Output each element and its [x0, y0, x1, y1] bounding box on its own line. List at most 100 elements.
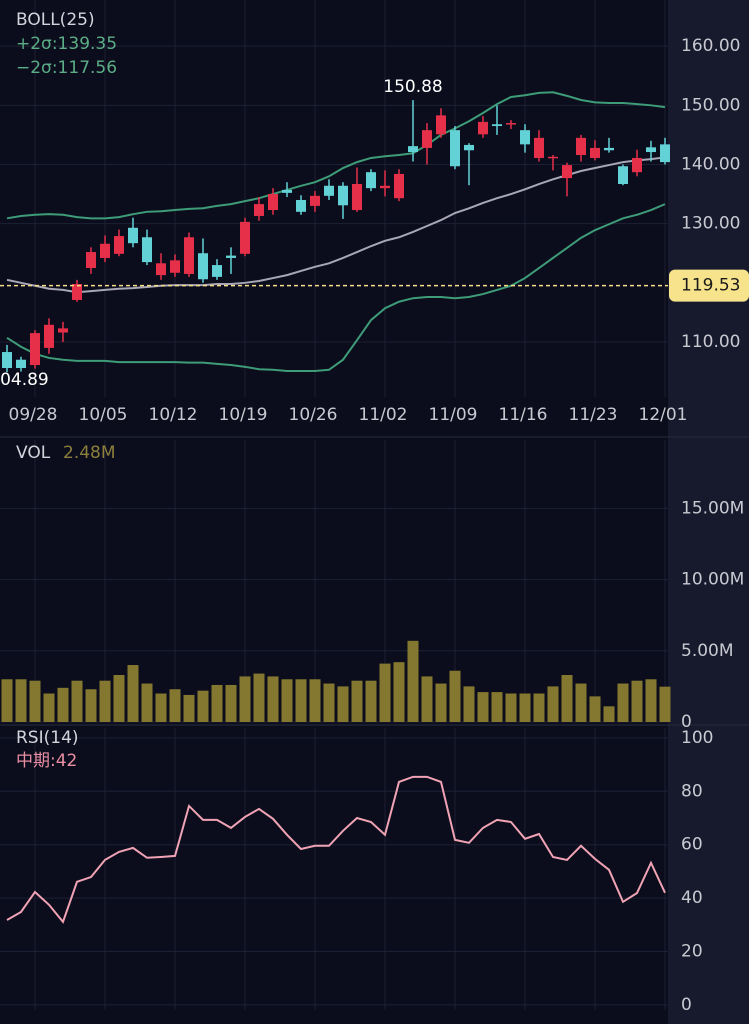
grid	[0, 0, 668, 1010]
candle-body	[478, 121, 488, 135]
x-tick-label: 10/19	[219, 405, 268, 425]
volume-bar	[491, 692, 503, 722]
candle-body	[604, 147, 614, 151]
volume-bar	[211, 684, 223, 722]
volume-bar	[365, 680, 377, 722]
volume-bar	[407, 640, 419, 722]
candle-body	[240, 221, 250, 254]
volume-bar	[141, 683, 153, 722]
volume-bar	[561, 675, 573, 722]
candle-body	[2, 352, 12, 369]
volume-bar	[1, 679, 13, 722]
volume-bar	[435, 683, 447, 722]
volume-bar	[281, 679, 293, 722]
volume-bar	[631, 680, 643, 722]
candle-body	[562, 165, 572, 179]
indicator-upper: +2σ:139.35	[16, 34, 117, 54]
candle-body	[114, 236, 124, 254]
volume-bar	[519, 693, 531, 722]
volume-bar	[309, 679, 321, 722]
candle-body	[100, 243, 110, 258]
y-tick-label: 140.00	[681, 154, 740, 174]
candle-body	[436, 115, 446, 135]
volume-bar	[659, 686, 671, 722]
volume-bar	[645, 679, 657, 722]
x-tick-label: 10/12	[149, 405, 198, 425]
x-tick-label: 10/26	[289, 405, 338, 425]
min-annotation: 104.89	[0, 370, 49, 390]
y-tick-label: 5.00M	[681, 641, 734, 661]
volume-last: 2.48M	[63, 443, 116, 463]
candle-body	[58, 328, 68, 333]
y-tick-label: 15.00M	[681, 498, 744, 518]
volume-bar	[225, 684, 237, 722]
candle-body	[198, 253, 208, 280]
volume-bar	[547, 686, 559, 722]
candle-body	[408, 146, 418, 153]
bollinger-band	[6, 156, 666, 294]
x-tick-label: 11/02	[359, 405, 408, 425]
candle-body	[660, 144, 670, 163]
candle-body	[338, 185, 348, 206]
volume-bar	[421, 676, 433, 722]
candle-body	[618, 166, 628, 185]
volume-bar	[29, 680, 41, 722]
candle-body	[254, 204, 264, 216]
indicator-lower: −2σ:117.56	[16, 58, 117, 78]
candle-body	[646, 147, 656, 153]
volume-bar	[127, 665, 139, 722]
volume-bar	[239, 676, 251, 722]
x-tick-label: 12/01	[639, 405, 688, 425]
candle-body	[366, 172, 376, 189]
max-annotation: 150.88	[383, 77, 442, 97]
volume-bar	[575, 683, 587, 722]
y-tick-label: 80	[681, 781, 703, 801]
candle-body	[184, 237, 194, 274]
y-tick-label: 150.00	[681, 95, 740, 115]
volume-bar	[337, 686, 349, 722]
candle-body	[16, 359, 26, 369]
bollinger-band	[6, 91, 666, 220]
x-tick-label: 11/23	[569, 405, 618, 425]
volume-bar	[267, 676, 279, 722]
candle-body	[506, 123, 516, 125]
volume-bar	[155, 693, 167, 722]
rsi-line	[6, 775, 666, 924]
candle-body	[590, 147, 600, 158]
y-tick-label: 130.00	[681, 214, 740, 234]
axis-panel	[668, 0, 749, 1024]
candle-body	[548, 156, 558, 159]
candle-body	[30, 333, 40, 366]
bollinger-band	[6, 203, 666, 372]
volume-bar	[183, 694, 195, 722]
marks	[0, 91, 671, 924]
candle-body	[72, 283, 82, 300]
volume-title: VOL	[16, 443, 51, 463]
labels: BOLL(25) +2σ:139.35 −2σ:117.56 VOL 2.48M…	[0, 10, 749, 1015]
indicator-title: BOLL(25)	[16, 10, 95, 30]
candle-body	[324, 185, 334, 196]
volume-bar	[463, 686, 475, 722]
volume-bar	[449, 670, 461, 722]
candle-body	[268, 194, 278, 211]
volume-bar	[43, 693, 55, 722]
volume-bar	[477, 692, 489, 722]
candle-body	[226, 255, 236, 258]
last-price-label: 119.53	[681, 276, 740, 296]
candle-body	[156, 263, 166, 276]
candle-body	[128, 227, 138, 244]
volume-bar	[603, 706, 615, 722]
candle-body	[576, 137, 586, 156]
candle-body	[394, 173, 404, 199]
volume-bar	[197, 690, 209, 722]
candle-body	[296, 199, 306, 212]
y-tick-label: 40	[681, 888, 703, 908]
candle-body	[534, 137, 544, 158]
y-tick-label: 0	[681, 712, 692, 732]
y-tick-label: 0	[681, 995, 692, 1015]
y-tick-label: 110.00	[681, 332, 740, 352]
candle-body	[212, 265, 222, 277]
volume-bar	[533, 693, 545, 722]
candle-body	[170, 260, 180, 273]
